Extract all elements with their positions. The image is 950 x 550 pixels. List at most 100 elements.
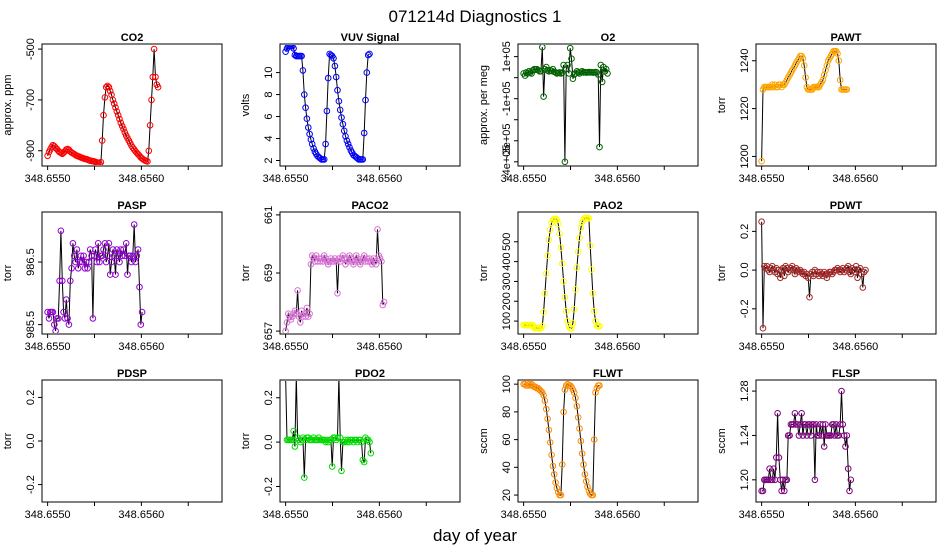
panel-title: PAO2 <box>593 200 622 212</box>
data-point <box>149 73 157 81</box>
plot-frame <box>517 43 699 167</box>
data-point <box>846 487 853 495</box>
x-tick-label: 348.6550 <box>501 173 547 185</box>
y-tick-label: 300 <box>501 272 513 290</box>
x-tick-label: 348.6560 <box>594 341 640 353</box>
data-point <box>799 55 807 62</box>
y-tick-label: -0.2 <box>263 477 275 496</box>
data-point <box>602 65 610 73</box>
data-point <box>568 55 575 63</box>
data-point <box>573 264 581 271</box>
data-point <box>374 226 381 233</box>
y-tick-label: 1240 <box>739 49 751 73</box>
x-tick-label: 348.6550 <box>263 509 309 521</box>
data-point <box>586 242 594 249</box>
y-axis-label: approx. per meg <box>478 65 490 145</box>
x-tick-label: 348.6560 <box>594 173 640 185</box>
plot-frame <box>755 43 937 167</box>
data-point <box>834 50 841 57</box>
data-point <box>98 137 106 144</box>
y-tick-label: 0.0 <box>263 434 275 449</box>
y-tick-label: -900 <box>25 140 37 162</box>
panel-title: CO2 <box>121 32 144 44</box>
panel-pasp: PASP torr 985.5 986.5 348.6550 348.6560 <box>2 200 223 353</box>
data-point <box>94 240 102 247</box>
data-point <box>120 125 127 133</box>
panel-title: PDSP <box>117 368 147 380</box>
data-point <box>80 252 87 260</box>
data-point <box>802 74 809 81</box>
data-point <box>297 319 304 326</box>
data-point <box>114 111 122 119</box>
data-point <box>150 45 158 53</box>
panel-o2: O2 approx. per meg 1e+05 -1e+05 -3e+05-4e+05… <box>478 32 699 185</box>
series-pawt <box>758 47 851 165</box>
data-point <box>854 274 861 282</box>
data-point <box>335 97 343 105</box>
y-tick-label: -0.2 <box>739 299 751 318</box>
data-point <box>305 124 312 131</box>
data-point <box>549 462 557 470</box>
data-point <box>773 454 780 461</box>
y-tick-label: -3e+05 <box>501 123 513 158</box>
data-point <box>544 252 551 259</box>
data-point <box>566 45 574 52</box>
data-point <box>134 246 142 253</box>
data-point <box>301 474 308 481</box>
data-point <box>90 252 98 260</box>
data-point <box>290 45 297 52</box>
data-point <box>49 308 57 316</box>
data-point <box>112 104 119 111</box>
data-point <box>544 415 551 423</box>
y-tick-label: 400 <box>501 252 513 270</box>
data-point <box>346 144 353 151</box>
data-point <box>63 296 70 303</box>
data-point <box>576 234 583 242</box>
data-point <box>362 96 369 104</box>
data-point <box>781 487 788 495</box>
data-point <box>541 397 549 405</box>
data-point <box>862 266 869 274</box>
x-tick-label: 348.6560 <box>356 341 402 353</box>
data-point <box>798 410 805 417</box>
data-point <box>558 260 566 267</box>
panel-title: PDO2 <box>355 368 385 380</box>
x-tick-label: 348.6560 <box>832 509 878 521</box>
data-point <box>152 73 159 81</box>
data-point <box>101 94 109 101</box>
y-tick-label: 2 <box>263 157 275 163</box>
data-point <box>283 373 289 379</box>
data-point <box>774 410 781 417</box>
data-point <box>310 145 317 152</box>
plot-frame <box>41 211 223 335</box>
panel-title: O2 <box>601 32 616 44</box>
data-point <box>577 224 585 232</box>
data-point <box>289 436 296 444</box>
y-tick-label: -700 <box>25 89 37 111</box>
data-point <box>584 483 591 491</box>
data-point <box>113 108 121 115</box>
panel-grid: CO2 approx. ppm -500 -700 -900 348.6550 348.65… <box>2 32 937 521</box>
y-tick-label: 1e+05 <box>501 41 513 72</box>
data-point <box>843 86 851 93</box>
data-point <box>82 258 90 266</box>
data-point <box>840 432 848 439</box>
x-tick-label: 348.6550 <box>739 173 785 185</box>
data-point <box>109 96 117 104</box>
data-point <box>778 487 785 495</box>
data-point <box>122 240 130 247</box>
series-flwt <box>520 381 603 499</box>
data-point <box>294 373 300 379</box>
data-point <box>101 240 109 247</box>
data-point <box>775 454 783 461</box>
series-line <box>285 381 372 478</box>
data-point <box>303 304 311 312</box>
figure-xlabel: day of year <box>433 526 517 545</box>
x-tick-label: 348.6550 <box>263 173 309 185</box>
plot-frame <box>755 379 937 503</box>
data-point <box>820 443 828 450</box>
data-point <box>70 252 78 260</box>
data-point <box>592 389 599 396</box>
x-tick-label: 348.6560 <box>832 341 878 353</box>
